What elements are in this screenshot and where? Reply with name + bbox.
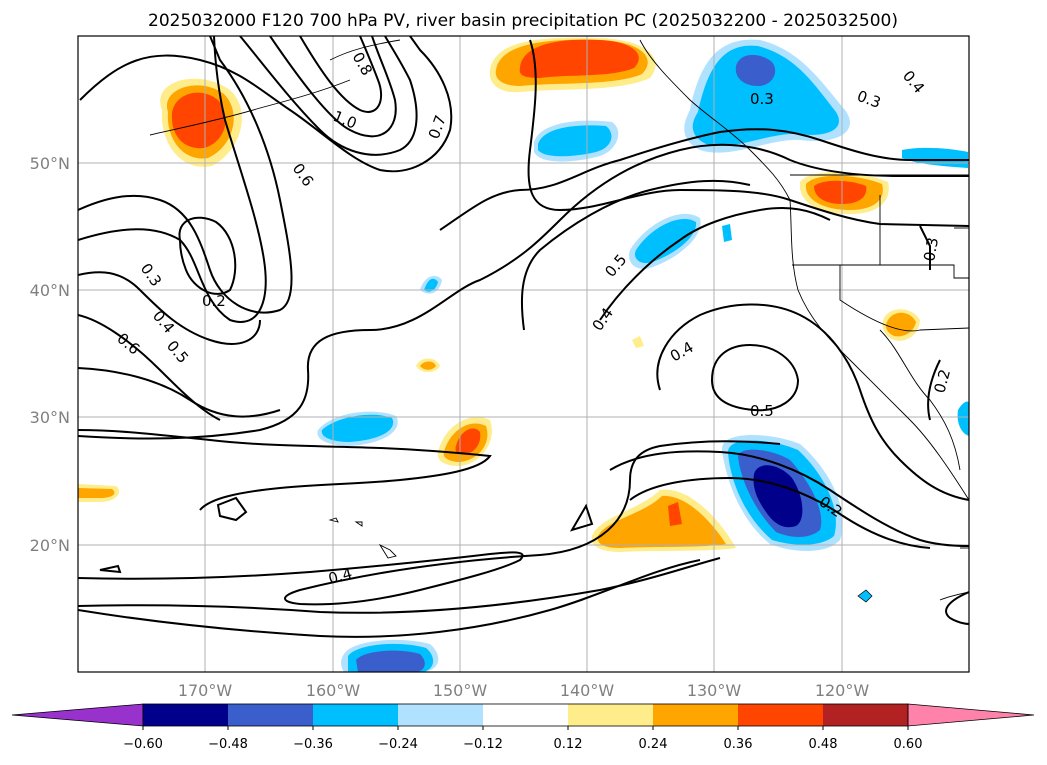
lat-tick-label: 30°N xyxy=(30,408,70,427)
lat-tick-label: 40°N xyxy=(30,281,70,300)
lon-tick-label: 120°W xyxy=(815,681,870,700)
positive-anomaly-shade xyxy=(420,361,436,370)
colorbar-tick-label: −0.12 xyxy=(463,737,503,752)
lon-tick-label: 150°W xyxy=(433,681,488,700)
negative-anomaly-shade xyxy=(321,414,394,442)
contour-label: 0.3 xyxy=(920,236,942,263)
negative-anomaly-shade xyxy=(857,589,873,603)
colorbar-swatch xyxy=(228,704,313,726)
lon-tick-label: 160°W xyxy=(306,681,361,700)
colorbar: −0.60 −0.48 −0.36 −0.24 −0.12 0.12 0.24 0.36 0.4… xyxy=(11,703,1035,752)
negative-anomaly-shade xyxy=(356,650,425,672)
negative-anomaly-shade xyxy=(957,401,969,436)
colorbar-tick-label: 0.36 xyxy=(724,737,753,752)
contour-label: 0.2 xyxy=(202,292,226,310)
colorbar-swatch xyxy=(483,704,568,726)
colorbar-swatch xyxy=(143,704,228,726)
lat-tick-label: 50°N xyxy=(30,154,70,173)
contour-label: 0.3 xyxy=(750,90,774,108)
colorbar-tick-label: 0.60 xyxy=(894,737,923,752)
colorbar-outline xyxy=(142,703,909,727)
negative-anomaly-shade xyxy=(753,465,803,528)
colorbar-swatch xyxy=(398,704,483,726)
positive-anomaly-shade xyxy=(78,488,115,498)
colorbar-tick-label: 0.24 xyxy=(639,737,668,752)
colorbar-swatch xyxy=(738,704,823,726)
positive-anomaly-shade xyxy=(597,495,726,548)
positive-anomaly-shade xyxy=(814,180,867,204)
positive-anomaly-shade xyxy=(668,502,682,526)
colorbar-tick-label: −0.60 xyxy=(123,737,163,752)
map-frame xyxy=(77,35,970,673)
negative-anomaly-shade xyxy=(424,278,438,292)
lat-tick-label: 20°N xyxy=(30,536,70,555)
colorbar-swatch xyxy=(313,704,398,726)
contour-label: 0.5 xyxy=(750,402,774,420)
figure-title: 2025032000 F120 700 hPa PV, river basin … xyxy=(148,11,898,31)
positive-anomaly-shade xyxy=(632,336,644,348)
negative-anomaly-shade xyxy=(735,54,776,86)
colorbar-swatch xyxy=(823,704,908,726)
negative-anomaly-shade xyxy=(722,224,732,242)
pv-contours xyxy=(78,36,969,638)
lon-tick-label: 170°W xyxy=(178,681,233,700)
colorbar-swatch xyxy=(568,704,653,726)
positive-anomaly-shade xyxy=(455,428,481,454)
negative-anomaly-shade xyxy=(634,218,697,264)
colorbar-tick-label: −0.24 xyxy=(378,737,418,752)
negative-anomaly-shade xyxy=(692,45,839,146)
contour-label: 0.4 xyxy=(326,564,354,588)
lat-axis: 50°N 40°N 30°N 20°N xyxy=(30,154,70,555)
colorbar-tick-label: −0.48 xyxy=(208,737,248,752)
lon-tick-label: 130°W xyxy=(687,681,742,700)
positive-anomaly-shade xyxy=(171,92,226,149)
lon-axis: 170°W 160°W 150°W 140°W 130°W 120°W xyxy=(178,681,870,700)
positive-anomaly-shade xyxy=(519,39,639,78)
contour-label: 0.2 xyxy=(930,367,954,395)
colorbar-extend-low xyxy=(11,703,144,727)
map-area: 1.0 0.8 0.7 0.6 0.3 0.2 0.4 0.5 0.6 0.5 … xyxy=(78,36,969,672)
negative-anomaly-shade xyxy=(538,125,612,157)
lon-tick-label: 140°W xyxy=(560,681,615,700)
colorbar-swatch xyxy=(653,704,738,726)
colorbar-tick-label: 0.48 xyxy=(809,737,838,752)
coastlines xyxy=(149,39,969,601)
colorbar-extend-high xyxy=(907,703,1035,727)
colorbar-tick-label: −0.36 xyxy=(293,737,333,752)
colorbar-tick-label: 0.12 xyxy=(554,737,583,752)
